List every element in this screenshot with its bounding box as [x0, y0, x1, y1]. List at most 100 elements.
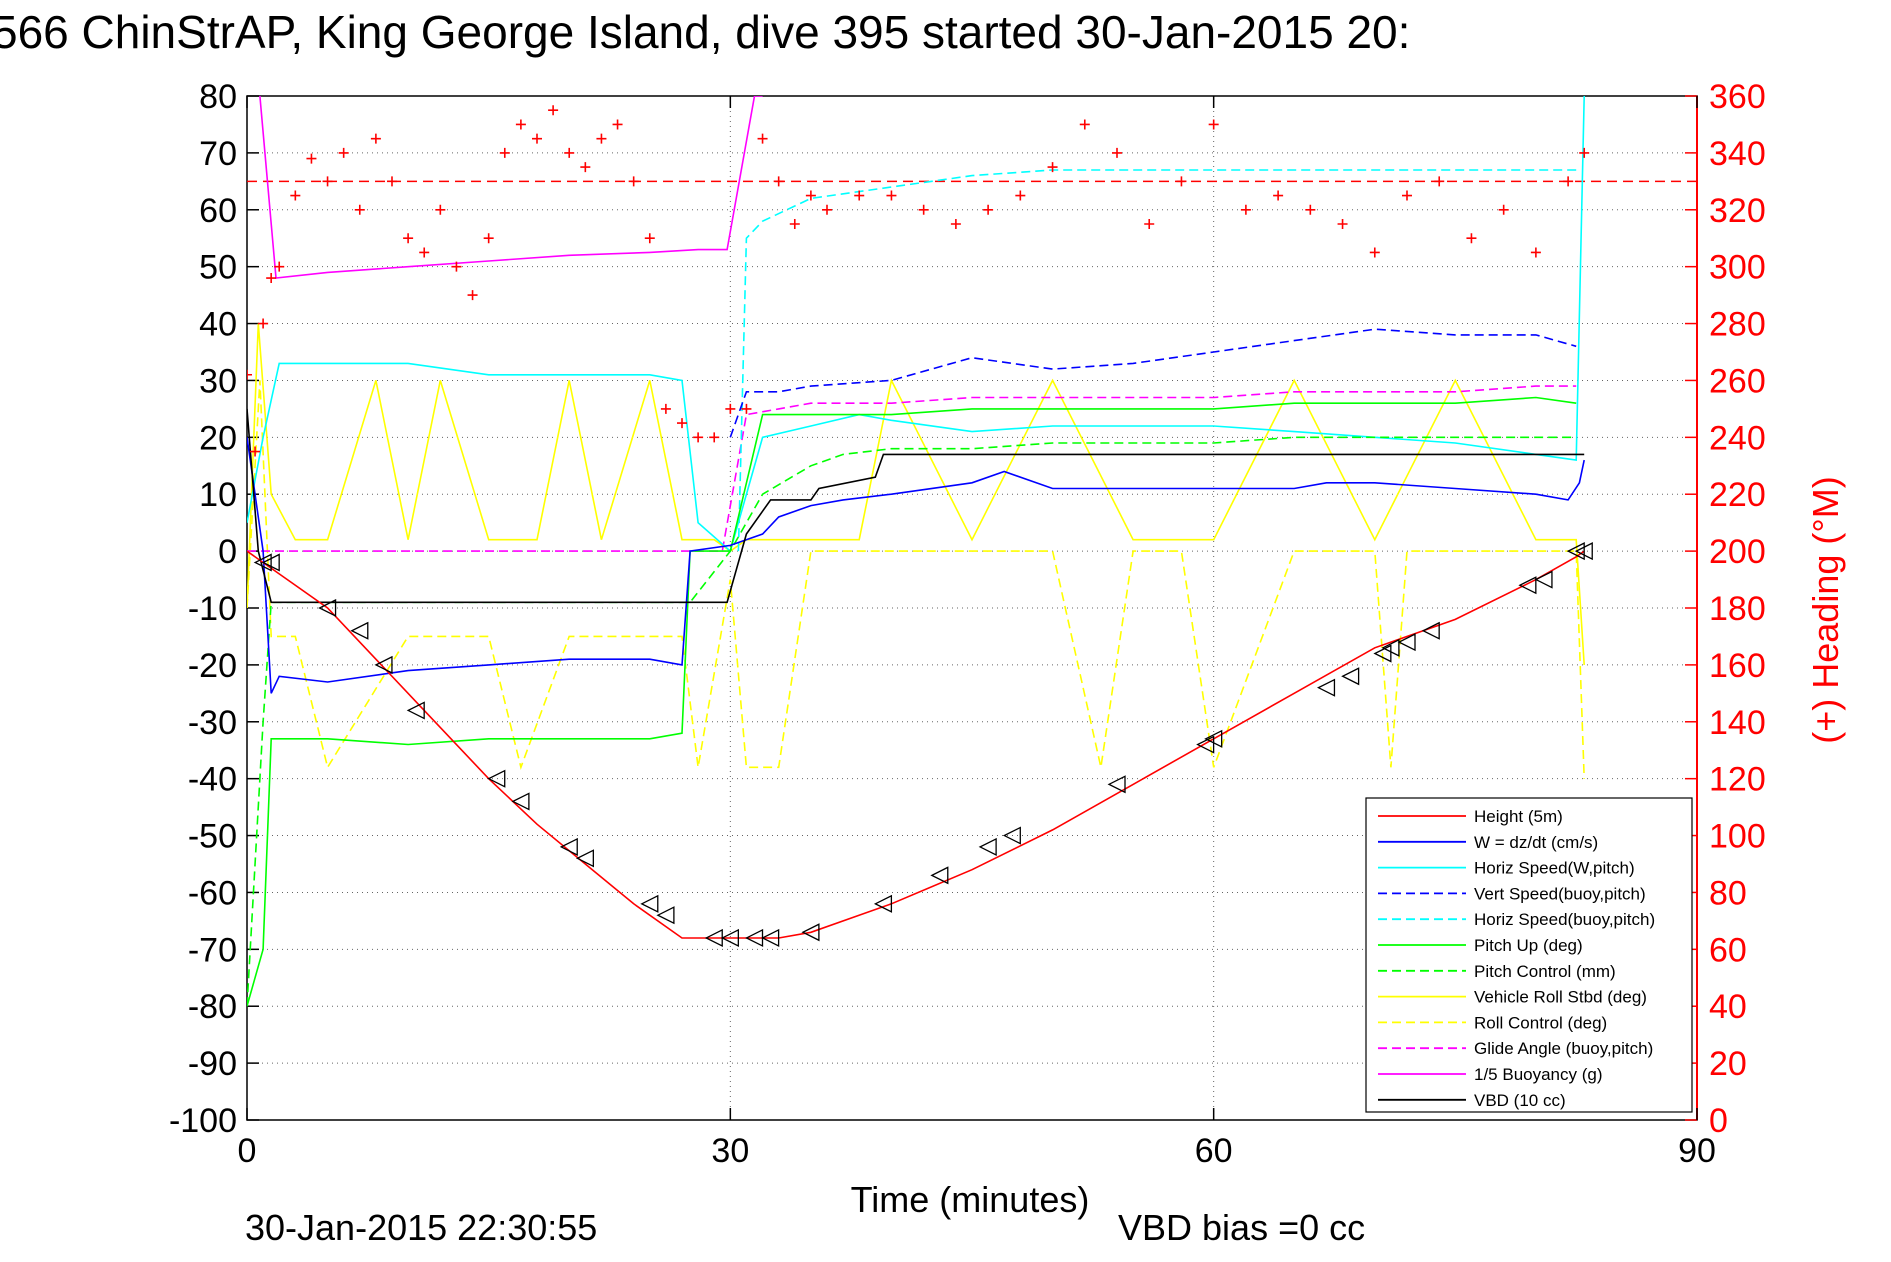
dive-marker: [1574, 542, 1593, 561]
legend-label: Pitch Up (deg): [1474, 936, 1583, 955]
heading-point: [258, 318, 269, 329]
left-tick-label: -50: [188, 818, 237, 856]
series-line-4: [737, 169, 1577, 552]
legend-box: [1365, 797, 1693, 1113]
right-tick-label: 100: [1709, 818, 1766, 856]
footer-vbd-bias: VBD bias =0 cc: [1118, 1207, 1365, 1248]
x-tick-label: 30: [711, 1132, 749, 1170]
dive-markers: [253, 542, 1593, 948]
left-tick-label: 80: [199, 78, 237, 116]
heading-point: [532, 133, 542, 144]
legend-label: Pitch Control (mm): [1474, 962, 1616, 981]
heading-point: [467, 290, 478, 301]
heading-point: [451, 261, 462, 272]
dive-marker: [1397, 633, 1416, 652]
left-tick-label: 60: [199, 192, 237, 230]
heading-point: [403, 233, 414, 244]
right-tick-label: 300: [1709, 249, 1766, 287]
heading-point: [612, 119, 623, 130]
heading-point: [564, 147, 575, 158]
dive-marker: [1002, 826, 1021, 845]
left-tick-label: 50: [199, 249, 237, 287]
heading-point: [950, 219, 961, 229]
heading-point: [322, 176, 333, 187]
heading-markers: [247, 105, 1590, 457]
dive-marker: [1341, 667, 1360, 686]
left-tick-label: 0: [218, 533, 237, 571]
heading-point: [1434, 176, 1445, 187]
right-tick-label: 160: [1709, 647, 1766, 685]
dive-marker: [873, 894, 893, 913]
left-tick-label: 40: [199, 306, 237, 344]
legend-label: W = dz/dt (cm/s): [1474, 833, 1598, 852]
heading-point: [1579, 147, 1590, 158]
dive-marker: [761, 928, 780, 948]
dive-marker: [261, 553, 280, 572]
dive-marker: [1107, 775, 1126, 794]
heading-point: [822, 204, 832, 215]
series-line-8: [247, 380, 1585, 779]
heading-point: [983, 204, 994, 215]
dive-marker: [350, 621, 369, 640]
right-tick-label: 80: [1709, 874, 1747, 912]
dive-marker: [374, 655, 393, 674]
heading-point: [1047, 162, 1058, 173]
left-tick-label: -10: [188, 590, 237, 628]
dive-marker: [487, 769, 506, 788]
heading-point: [338, 147, 349, 158]
right-tick-label: 280: [1709, 306, 1766, 344]
left-tick-label: -90: [188, 1045, 237, 1083]
right-tick-label: 260: [1709, 362, 1766, 400]
left-tick-label: -40: [188, 761, 237, 799]
heading-point: [419, 247, 430, 258]
heading-point: [580, 162, 591, 173]
right-tick-label: 240: [1709, 419, 1766, 457]
heading-point: [515, 119, 526, 130]
left-y-axis: 80 70 60 50 40 30 20 10 0 -10 -20 -30 -40 -50 -60 -70 -8…: [169, 78, 259, 1140]
legend-label: Roll Control (deg): [1474, 1013, 1607, 1032]
heading-point: [290, 190, 301, 201]
left-tick-label: -60: [188, 874, 237, 912]
right-tick-label: 120: [1709, 761, 1766, 799]
heading-point: [1240, 204, 1251, 215]
heading-point: [628, 176, 639, 187]
heading-point: [370, 133, 381, 144]
heading-point: [1112, 147, 1122, 158]
heading-point: [677, 418, 687, 429]
heading-point: [1305, 204, 1316, 215]
dive-marker: [1196, 735, 1215, 754]
dive-marker: [656, 906, 675, 925]
left-tick-label: -70: [188, 931, 237, 969]
legend-label: VBD (10 cc): [1474, 1091, 1566, 1110]
heading-point: [1079, 119, 1090, 130]
dive-marker: [1373, 644, 1392, 663]
left-tick-label: 10: [199, 476, 237, 514]
dive-marker: [1518, 576, 1537, 595]
legend-label: Horiz Speed(W,pitch): [1474, 859, 1635, 878]
series-line-1: [247, 437, 1585, 694]
right-tick-label: 20: [1709, 1045, 1747, 1083]
series-line-5: [247, 396, 1577, 1007]
right-y-axis: 3603403203002802602402202001801601401201…: [1685, 78, 1766, 1140]
heading-point: [483, 233, 494, 244]
heading-point: [725, 403, 736, 414]
heading-point: [1208, 119, 1219, 130]
heading-point: [247, 369, 252, 380]
legend-label: Vert Speed(buoy,pitch): [1474, 884, 1646, 903]
heading-point: [660, 403, 671, 414]
right-tick-label: 0: [1709, 1102, 1728, 1140]
dive-marker: [1204, 729, 1223, 748]
heading-point: [886, 190, 897, 201]
heading-point: [805, 190, 816, 201]
heading-point: [306, 153, 317, 164]
series-line-10: [259, 96, 763, 279]
heading-point: [1273, 190, 1284, 201]
grid-lines: [247, 96, 1697, 1120]
heading-point: [596, 133, 607, 144]
heading-point: [789, 219, 800, 229]
series-line-3: [729, 328, 1577, 438]
right-tick-label: 220: [1709, 476, 1766, 514]
series-line-9: [247, 385, 1577, 552]
heading-point: [1176, 176, 1187, 187]
